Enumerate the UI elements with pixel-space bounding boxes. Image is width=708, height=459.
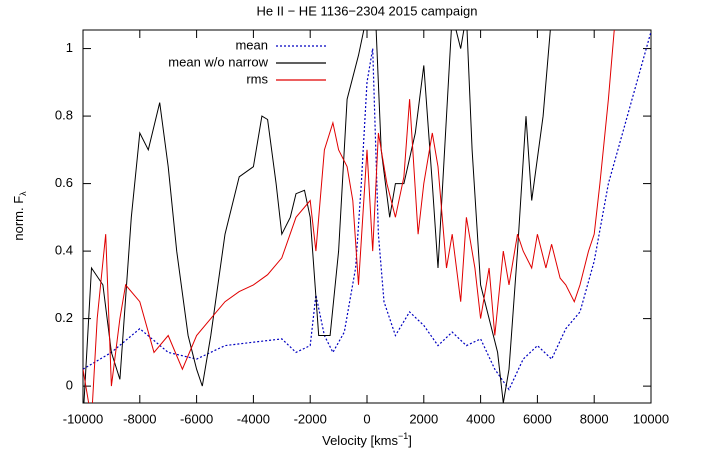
y-tick-label: 0.2	[55, 310, 73, 325]
y-axis-label: norm. Fλ	[11, 191, 28, 241]
x-axis-label-sup: −1	[398, 431, 408, 441]
x-tick-label: 10000	[633, 411, 669, 426]
x-tick-label: 4000	[466, 411, 495, 426]
x-tick-label: -2000	[294, 411, 327, 426]
legend-label: rms	[246, 71, 268, 86]
x-tick-label: 2000	[409, 411, 438, 426]
x-tick-label: -10000	[63, 411, 103, 426]
chart-title: He II − HE 1136−2304 2015 campaign	[257, 3, 478, 18]
x-axis-label-end: ]	[408, 433, 412, 448]
legend-label: mean w/o narrow	[168, 54, 268, 69]
series-line	[83, 30, 615, 403]
x-tick-label: 8000	[580, 411, 609, 426]
y-tick-label: 0.8	[55, 108, 73, 123]
x-axis-label: Velocity [kms−1]	[322, 431, 412, 448]
y-tick-label: 0.6	[55, 175, 73, 190]
plot-frame	[82, 29, 652, 404]
y-axis-label-text: norm. F	[11, 196, 26, 241]
x-tick-label: -6000	[180, 411, 213, 426]
y-axis-label-sub: λ	[18, 191, 28, 196]
x-tick-label: -8000	[123, 411, 156, 426]
x-axis-label-text: Velocity [kms	[322, 433, 398, 448]
y-tick-label: 1	[66, 40, 73, 55]
y-tick-label: 0	[66, 378, 73, 393]
x-tick-label: -4000	[237, 411, 270, 426]
y-tick-label: 0.4	[55, 243, 73, 258]
series-line	[83, 30, 551, 403]
legend-label: mean	[235, 37, 268, 52]
series-line	[83, 31, 651, 391]
x-tick-label: 6000	[523, 411, 552, 426]
x-tick-label: 0	[363, 411, 370, 426]
